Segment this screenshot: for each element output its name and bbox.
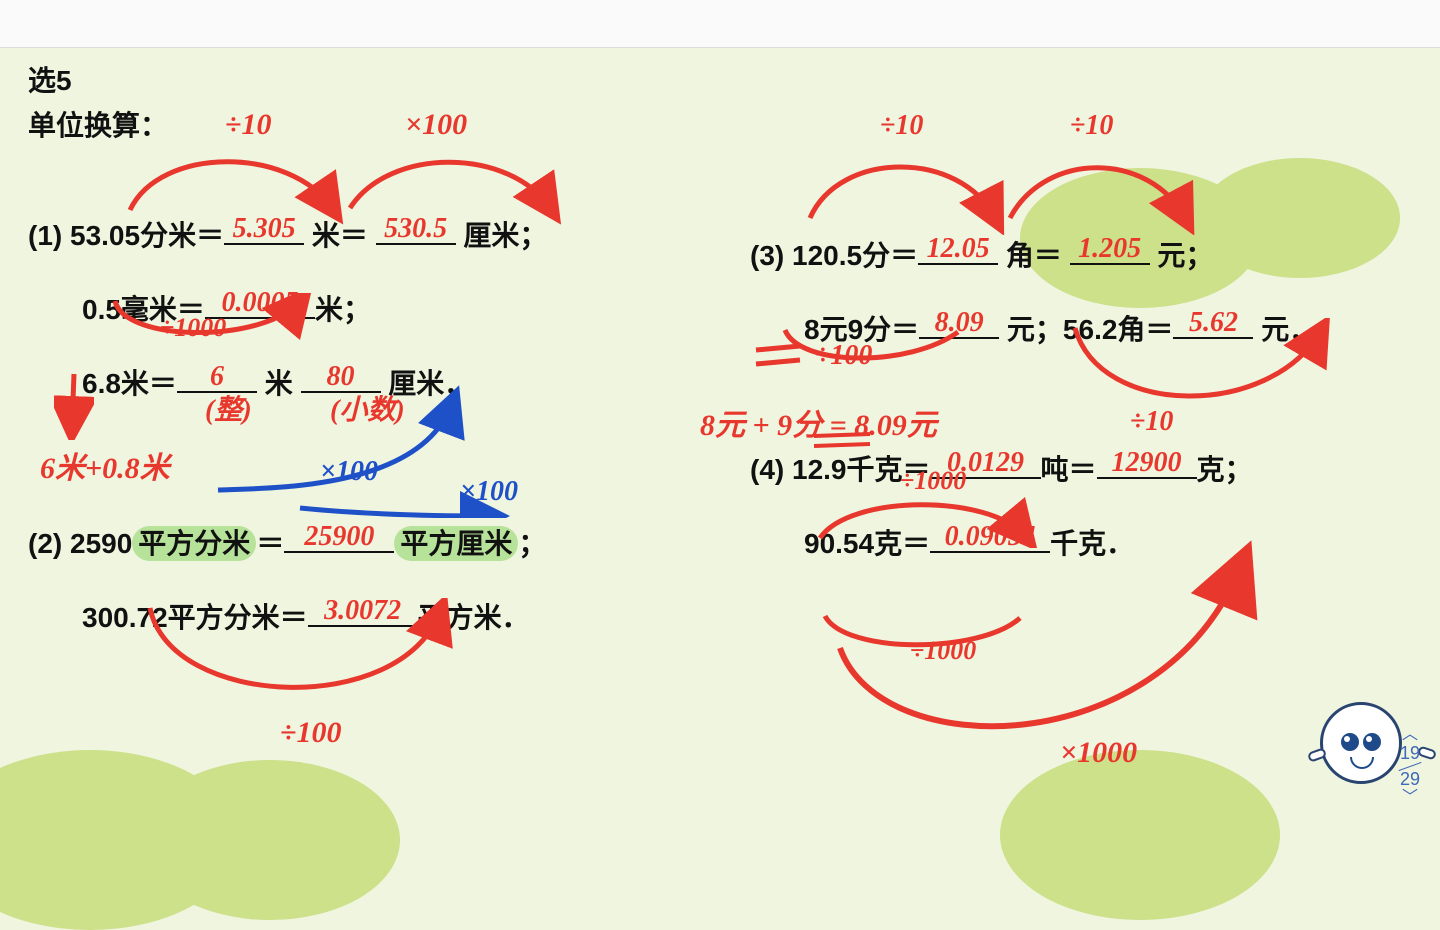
text: 平方米．	[418, 602, 530, 633]
annotation-dec: (小数)	[330, 388, 405, 428]
chevron-up-icon[interactable]: ︿	[1398, 727, 1422, 743]
text: 6.8米＝	[82, 368, 177, 399]
problem-4-line2: 90.54克＝0.09054千克．	[750, 522, 1412, 562]
page-title: 选5	[28, 60, 1412, 102]
text: 53.05分米＝	[70, 220, 224, 251]
annotation-p3-div10c: ÷10	[1130, 406, 1173, 438]
highlighted-unit: 平方厘米	[394, 526, 518, 561]
text: 克；	[1197, 454, 1253, 485]
annotation-p4-div1000a: ÷1000	[900, 466, 966, 496]
answer: 12900	[1112, 447, 1182, 479]
text: 米	[257, 368, 301, 399]
blank: 12900	[1097, 477, 1197, 479]
answer: 8.09	[935, 307, 984, 339]
answer: 5.62	[1189, 307, 1238, 339]
text: 元．	[1253, 314, 1317, 345]
text: 元；	[1150, 240, 1214, 271]
text: 米；	[315, 294, 371, 325]
text: 元；56.2角＝	[999, 314, 1173, 345]
problem-2-line1: (2) 2590平方分米＝25900平方厘米；	[28, 522, 690, 562]
problem-1-line1: (1) 53.05分米＝5.305 米＝ 530.5 厘米；	[28, 214, 690, 254]
text: 米＝	[304, 220, 376, 251]
text: 2590	[70, 528, 132, 559]
text: 千克．	[1050, 528, 1134, 559]
answer: 0.09054	[945, 521, 1036, 553]
blank: 1.205	[1070, 263, 1150, 265]
label: (1)	[28, 220, 70, 251]
current-page: 19	[1398, 743, 1422, 764]
app-topbar	[0, 0, 1440, 48]
problem-1-line2: 0.5毫米＝0.0005米；	[28, 288, 690, 328]
highlighted-unit: 平方分米	[132, 526, 256, 561]
annotation-p3-div10a: ÷10	[880, 110, 923, 142]
label: (3)	[750, 240, 792, 271]
slide-area: 选5 单位换算： (1) 53.05分米＝5.305 米＝ 530.5 厘米； …	[0, 48, 1440, 810]
answer: 12.05	[927, 233, 990, 265]
blank: 25900	[284, 551, 394, 553]
blank: 8.09	[919, 337, 999, 339]
decor-hill	[1000, 750, 1280, 920]
answer: 1.205	[1078, 233, 1141, 265]
answer: 0.0005	[221, 287, 298, 319]
text: ；	[518, 528, 546, 559]
blank: 3.0072	[308, 625, 418, 627]
answer: 5.305	[233, 213, 296, 245]
annotation-div100: ÷100	[280, 716, 341, 750]
text: 厘米；	[456, 220, 548, 251]
annotation-int: (整)	[205, 388, 252, 428]
problem-3-line1: (3) 120.5分＝12.05 角＝ 1.205 元；	[750, 234, 1412, 274]
annotation-blue-x100b: ×100	[460, 476, 518, 508]
blank: 5.62	[1173, 337, 1253, 339]
decor-hill	[140, 760, 400, 920]
text: 300.72平方分米＝	[82, 602, 308, 633]
blank: 530.5	[376, 243, 456, 245]
label: (4)	[750, 454, 792, 485]
annotation-blue-x100: ×100	[320, 456, 378, 488]
annotation-p4-x1000: ×1000	[1060, 736, 1137, 770]
text: 角＝	[998, 240, 1070, 271]
answer: 3.0072	[324, 595, 401, 627]
annotation-p3-explain: 8元 + 9分 = 8.09元	[700, 400, 937, 444]
chevron-down-icon[interactable]: ﹀	[1398, 790, 1422, 806]
page-indicator[interactable]: ︿ 19 29 ﹀	[1398, 727, 1422, 806]
annotation-div1000: ÷1000	[160, 313, 226, 343]
annotation-p3-div100: ÷100	[815, 340, 872, 372]
annotation-x100: ×100	[405, 108, 467, 142]
label: (2)	[28, 528, 70, 559]
text: 120.5分＝	[792, 240, 918, 271]
text: 90.54克＝	[804, 528, 930, 559]
text: 吨＝	[1041, 454, 1097, 485]
annotation-p3-div10b: ÷10	[1070, 110, 1113, 142]
annotation-split: 6米+0.8米	[40, 443, 170, 487]
text: ＝	[256, 528, 284, 559]
problem-2-line2: 300.72平方分米＝3.0072平方米．	[28, 596, 690, 636]
answer: 25900	[304, 521, 374, 553]
answer: 530.5	[384, 213, 447, 245]
blank: 0.09054	[930, 551, 1050, 553]
annotation-p4-div1000b: ÷1000	[910, 636, 976, 666]
blank: 5.305	[224, 243, 304, 245]
annotation-div10: ÷10	[225, 108, 271, 142]
blank: 12.05	[918, 263, 998, 265]
total-pages: 29	[1398, 769, 1422, 790]
problem-4-line1: (4) 12.9千克＝0.0129吨＝12900克；	[750, 448, 1412, 488]
left-column: (1) 53.05分米＝5.305 米＝ 530.5 厘米； 0.5毫米＝0.0…	[28, 214, 690, 670]
